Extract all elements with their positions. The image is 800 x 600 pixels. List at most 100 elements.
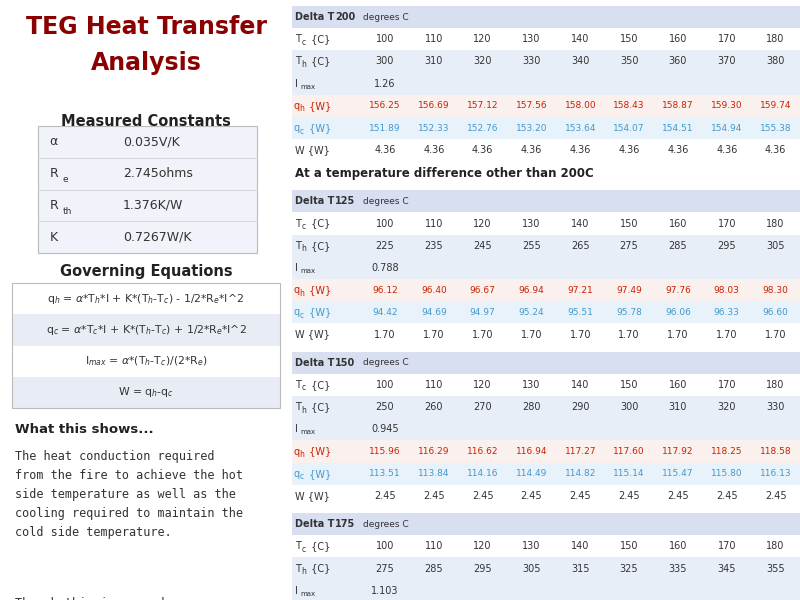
Text: {W}: {W} — [306, 446, 331, 457]
Text: e: e — [62, 175, 69, 184]
Text: {C}: {C} — [308, 563, 330, 574]
Text: Analysis: Analysis — [90, 51, 202, 75]
Text: {C}: {C} — [308, 541, 330, 551]
Text: 150: 150 — [335, 358, 355, 368]
Text: 275: 275 — [620, 241, 638, 251]
FancyBboxPatch shape — [292, 73, 800, 95]
FancyBboxPatch shape — [292, 235, 800, 257]
Text: 1.70: 1.70 — [716, 329, 738, 340]
FancyBboxPatch shape — [292, 535, 800, 557]
Text: 1.70: 1.70 — [374, 329, 396, 340]
Text: 110: 110 — [425, 34, 443, 44]
Text: c: c — [301, 545, 306, 554]
Text: 225: 225 — [376, 241, 394, 251]
Text: 2.45: 2.45 — [716, 491, 738, 501]
Text: 96.60: 96.60 — [762, 308, 789, 317]
Text: 117.60: 117.60 — [614, 447, 645, 456]
Text: 0.945: 0.945 — [371, 424, 399, 434]
Text: TEG Heat Transfer: TEG Heat Transfer — [26, 15, 266, 39]
FancyBboxPatch shape — [292, 463, 800, 485]
FancyBboxPatch shape — [292, 396, 800, 418]
Text: 150: 150 — [620, 541, 638, 551]
Text: q: q — [294, 307, 300, 317]
Text: α: α — [50, 136, 58, 148]
Text: W = q$_h$-q$_c$: W = q$_h$-q$_c$ — [118, 385, 174, 400]
Text: Though this is a crude
representation, it represents
a basis for further study.: Though this is a crude representation, i… — [14, 597, 222, 600]
Text: Delta T: Delta T — [294, 519, 334, 529]
Text: 154.51: 154.51 — [662, 124, 694, 133]
Text: c: c — [300, 472, 304, 481]
Text: 265: 265 — [571, 241, 590, 251]
Text: 340: 340 — [571, 56, 590, 67]
Text: 170: 170 — [718, 218, 736, 229]
Text: 255: 255 — [522, 241, 541, 251]
FancyBboxPatch shape — [292, 301, 800, 323]
FancyBboxPatch shape — [292, 580, 800, 600]
FancyBboxPatch shape — [292, 513, 800, 535]
Text: 4.36: 4.36 — [667, 145, 689, 155]
Text: 117.27: 117.27 — [565, 447, 596, 456]
Text: q$_c$ = $\alpha$*T$_c$*I + K*(T$_h$-T$_c$) + 1/2*R$_e$*I^2: q$_c$ = $\alpha$*T$_c$*I + K*(T$_h$-T$_c… — [46, 323, 246, 337]
Text: 355: 355 — [766, 563, 785, 574]
Text: 120: 120 — [474, 218, 492, 229]
Text: 4.36: 4.36 — [618, 145, 640, 155]
Text: 120: 120 — [474, 541, 492, 551]
FancyBboxPatch shape — [12, 377, 280, 408]
Text: 100: 100 — [376, 218, 394, 229]
Text: Governing Equations: Governing Equations — [60, 264, 232, 279]
FancyBboxPatch shape — [292, 95, 800, 117]
Text: degrees C: degrees C — [363, 13, 409, 22]
Text: 158.00: 158.00 — [565, 101, 596, 110]
FancyBboxPatch shape — [292, 117, 800, 139]
Text: 96.94: 96.94 — [518, 286, 544, 295]
Text: 117.92: 117.92 — [662, 447, 694, 456]
Text: I: I — [294, 586, 298, 596]
Text: 335: 335 — [669, 563, 687, 574]
Text: 285: 285 — [425, 563, 443, 574]
Text: 1.70: 1.70 — [570, 329, 591, 340]
Text: Delta T: Delta T — [294, 358, 334, 368]
Text: 0.788: 0.788 — [371, 263, 399, 273]
Text: max: max — [300, 84, 315, 89]
FancyBboxPatch shape — [292, 139, 800, 161]
FancyBboxPatch shape — [292, 557, 800, 580]
Text: K: K — [50, 231, 58, 244]
FancyBboxPatch shape — [292, 212, 800, 235]
Text: {C}: {C} — [308, 380, 330, 390]
Text: th: th — [62, 207, 72, 216]
Text: 380: 380 — [766, 56, 785, 67]
Text: 320: 320 — [474, 56, 492, 67]
Text: 270: 270 — [474, 402, 492, 412]
Text: 118.25: 118.25 — [711, 447, 742, 456]
Text: {W}: {W} — [306, 469, 331, 479]
Text: 156.25: 156.25 — [370, 101, 401, 110]
Text: 115.96: 115.96 — [369, 447, 401, 456]
Text: 159.30: 159.30 — [711, 101, 742, 110]
FancyBboxPatch shape — [292, 257, 800, 279]
Text: 116.13: 116.13 — [760, 469, 791, 478]
Text: 2.45: 2.45 — [521, 491, 542, 501]
Text: 130: 130 — [522, 34, 541, 44]
Text: 110: 110 — [425, 541, 443, 551]
Text: 2.45: 2.45 — [423, 491, 445, 501]
Text: 1.70: 1.70 — [472, 329, 494, 340]
Text: 160: 160 — [669, 380, 687, 390]
FancyBboxPatch shape — [292, 374, 800, 396]
Text: q: q — [294, 123, 300, 133]
Text: 325: 325 — [620, 563, 638, 574]
Text: h: h — [301, 244, 306, 253]
Text: 140: 140 — [571, 380, 590, 390]
Text: 180: 180 — [766, 380, 785, 390]
Text: 250: 250 — [376, 402, 394, 412]
Text: 245: 245 — [474, 241, 492, 251]
FancyBboxPatch shape — [292, 418, 800, 440]
Text: 4.36: 4.36 — [716, 145, 738, 155]
Text: 300: 300 — [376, 56, 394, 67]
Text: 153.20: 153.20 — [516, 124, 547, 133]
Text: 1.70: 1.70 — [521, 329, 542, 340]
Text: 200: 200 — [335, 12, 355, 22]
Text: 96.40: 96.40 — [421, 286, 446, 295]
Text: 97.49: 97.49 — [616, 286, 642, 295]
Text: 100: 100 — [376, 541, 394, 551]
Text: 140: 140 — [571, 541, 590, 551]
